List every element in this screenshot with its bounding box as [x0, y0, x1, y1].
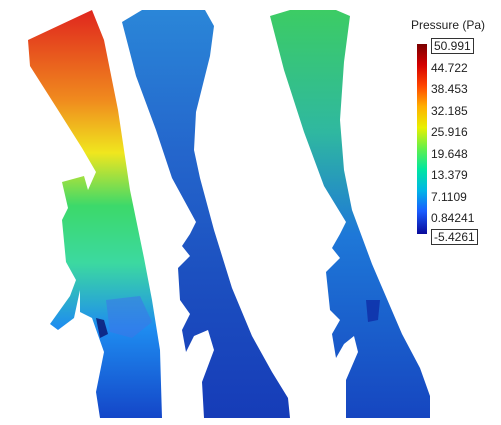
legend-tick-8: 0.84241 [431, 211, 475, 225]
left-throat-shadow [96, 318, 108, 338]
legend-tick-2: 38.453 [431, 82, 468, 96]
left-lower-spot [106, 296, 152, 338]
legend-min-value: -5.4261 [431, 229, 478, 245]
legend-tick-3: 32.185 [431, 104, 468, 118]
legend-tick-1: 44.722 [431, 61, 468, 75]
legend-tick-6: 13.379 [431, 168, 468, 182]
right-geometry [270, 10, 430, 418]
legend-tick-5: 19.648 [431, 147, 468, 161]
middle-geometry [122, 10, 290, 418]
legend-title: Pressure (Pa) [411, 18, 486, 32]
legend-max-value: 50.991 [431, 38, 474, 54]
legend-tick-4: 25.916 [431, 125, 468, 139]
colorbar [417, 44, 427, 234]
legend-tick-7: 7.1109 [431, 190, 467, 204]
right-throat-dark [366, 300, 380, 322]
